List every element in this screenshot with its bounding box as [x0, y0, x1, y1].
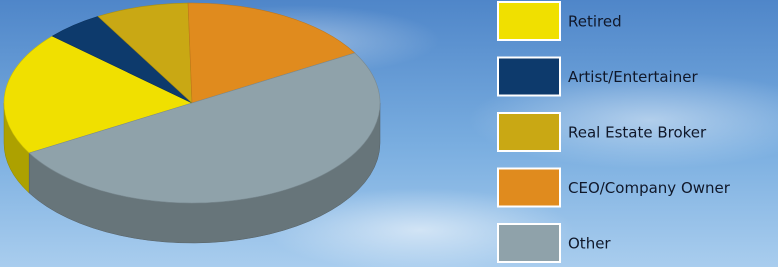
legend-label: Other	[568, 235, 611, 253]
legend-swatch	[498, 2, 560, 40]
legend-swatch	[498, 224, 560, 262]
legend-label: CEO/Company Owner	[568, 179, 731, 197]
legend-swatch	[498, 169, 560, 207]
legend-swatch	[498, 113, 560, 151]
legend-label: Artist/Entertainer	[568, 68, 698, 86]
legend-swatch	[498, 58, 560, 96]
chart-background: Retired Artist/Entertainer Real Estate Bro…	[0, 0, 778, 267]
chart: Retired Artist/Entertainer Real Estate Bro…	[0, 0, 778, 267]
legend-label: Real Estate Broker	[568, 124, 707, 142]
legend-label: Retired	[568, 13, 622, 31]
